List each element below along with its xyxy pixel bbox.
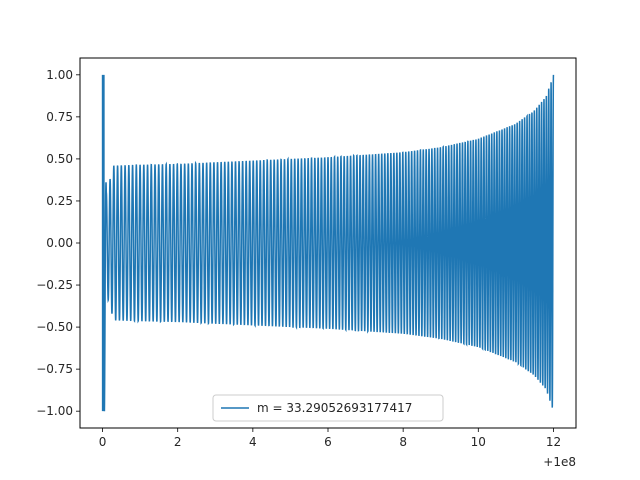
x-tick-label: 6 <box>324 435 332 449</box>
x-tick-label: 0 <box>99 435 107 449</box>
x-tick-label: 2 <box>174 435 182 449</box>
y-tick-label: 0.00 <box>46 236 73 250</box>
legend-box <box>212 394 444 422</box>
y-tick-label: −0.50 <box>36 320 73 334</box>
y-axis: −1.00 −0.75 −0.50 −0.25 0.00 0.25 0.50 0.75 1.00 <box>36 68 80 418</box>
y-tick-label: −1.00 <box>36 404 73 418</box>
y-tick-label: 0.25 <box>46 194 73 208</box>
x-tick-label: 10 <box>471 435 486 449</box>
x-offset-label: +1e8 <box>543 455 576 469</box>
x-tick-label: 8 <box>399 435 407 449</box>
legend: m = 33.29052693177417 <box>212 394 444 422</box>
y-tick-label: −0.75 <box>36 362 73 376</box>
x-axis: 0 2 4 6 8 10 12 <box>99 428 561 449</box>
x-tick-label: 12 <box>546 435 561 449</box>
x-tick-label: 4 <box>249 435 257 449</box>
y-tick-label: 0.50 <box>46 152 73 166</box>
y-tick-label: 0.75 <box>46 110 73 124</box>
legend-label: m = 33.29052693177417 <box>257 401 412 415</box>
plot-area <box>101 74 555 412</box>
series-line <box>101 74 555 412</box>
y-tick-label: −0.25 <box>36 278 73 292</box>
y-tick-label: 1.00 <box>46 68 73 82</box>
